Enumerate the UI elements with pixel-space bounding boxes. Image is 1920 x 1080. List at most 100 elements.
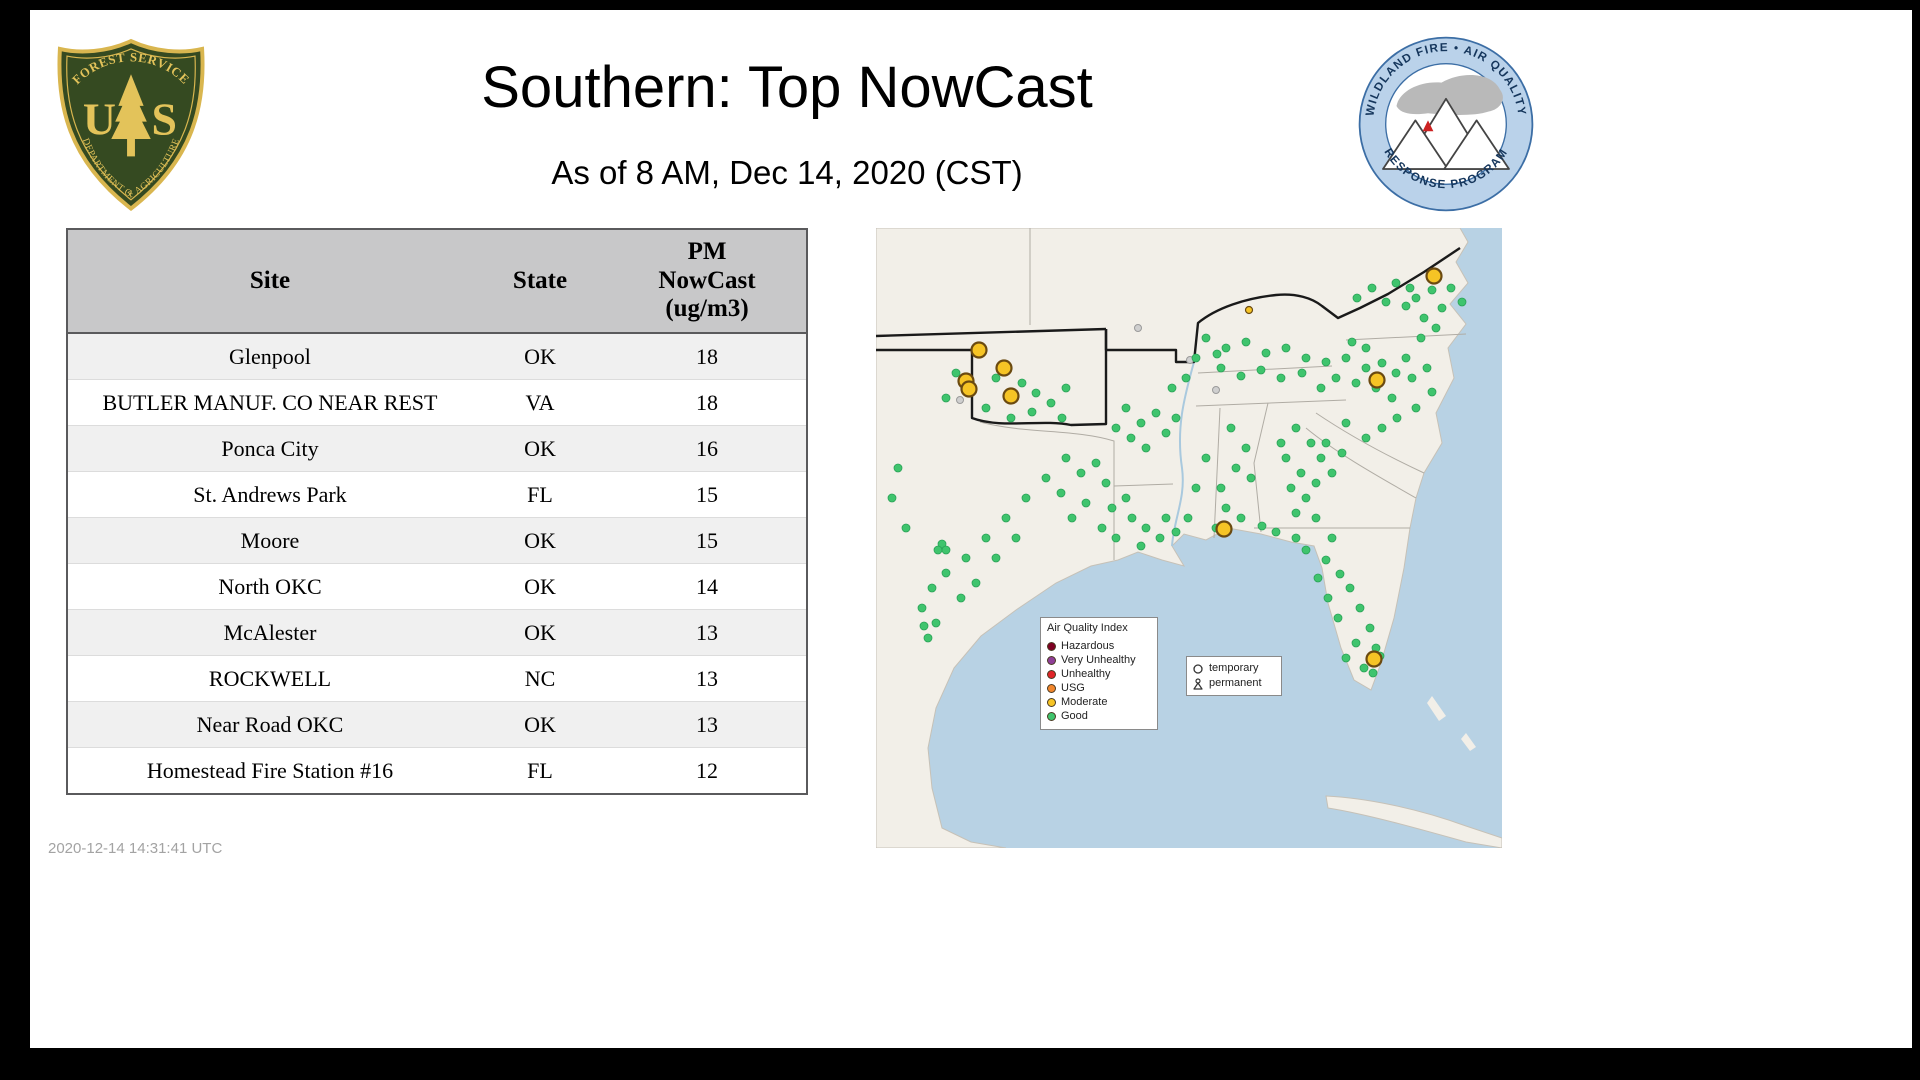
good-monitor-dot <box>941 568 951 578</box>
good-monitor-dot <box>1301 545 1311 555</box>
good-monitor-dot <box>1136 541 1146 551</box>
table-row: St. Andrews Park FL 15 <box>67 471 807 518</box>
good-monitor-dot <box>919 621 929 631</box>
good-monitor-dot <box>1411 403 1421 413</box>
state-cell: OK <box>472 332 608 380</box>
good-monitor-dot <box>931 618 941 628</box>
value-cell: 15 <box>608 471 807 518</box>
good-monitor-dot <box>927 583 937 593</box>
state-cell: FL <box>472 747 608 794</box>
good-monitor-dot <box>1321 357 1331 367</box>
value-cell: 13 <box>608 701 807 748</box>
flame-icon <box>1422 120 1434 132</box>
good-monitor-dot <box>1301 493 1311 503</box>
marker-legend: temporary permanent <box>1186 656 1282 696</box>
good-monitor-dot <box>1361 433 1371 443</box>
good-monitor-dot <box>1427 387 1437 397</box>
good-monitor-dot <box>1001 513 1011 523</box>
state-cell: OK <box>472 517 608 564</box>
value-cell: 18 <box>608 332 807 380</box>
good-monitor-dot <box>1183 513 1193 523</box>
table-row: McAlester OK 13 <box>67 609 807 656</box>
good-monitor-dot <box>961 553 971 563</box>
good-monitor-dot <box>1021 493 1031 503</box>
good-monitor-dot <box>1416 333 1426 343</box>
moderate-monitor-dot <box>1244 305 1254 315</box>
good-monitor-dot <box>1286 483 1296 493</box>
inactive-monitor-dot <box>956 396 964 404</box>
good-monitor-dot <box>971 578 981 588</box>
good-monitor-dot <box>1391 368 1401 378</box>
good-monitor-dot <box>1359 663 1369 673</box>
table-row: Glenpool OK 18 <box>67 332 807 380</box>
good-monitor-dot <box>1141 523 1151 533</box>
page-subtitle: As of 8 AM, Dec 14, 2020 (CST) <box>551 154 1023 191</box>
good-monitor-dot <box>1291 508 1301 518</box>
good-monitor-dot <box>1127 513 1137 523</box>
good-monitor-dot <box>951 368 961 378</box>
legend-label: Hazardous <box>1061 639 1115 652</box>
good-monitor-dot <box>1241 443 1251 453</box>
good-monitor-dot <box>1335 569 1345 579</box>
good-monitor-dot <box>1027 407 1037 417</box>
column-header: PM NowCast (ug/m3) <box>608 229 807 334</box>
aqi-map: Air Quality Index Hazardous Very Unhealth… <box>876 228 1502 848</box>
value-cell: 14 <box>608 563 807 610</box>
good-monitor-dot <box>1216 363 1226 373</box>
inactive-monitor-dot <box>1212 386 1220 394</box>
good-monitor-dot <box>1351 638 1361 648</box>
good-monitor-dot <box>1337 448 1347 458</box>
moderate-monitor-dot-large <box>970 341 988 359</box>
good-monitor-dot <box>893 463 903 473</box>
legend-item: USG <box>1047 681 1151 695</box>
site-cell: ROCKWELL <box>67 655 472 702</box>
temporary-marker-icon <box>1193 663 1203 674</box>
good-monitor-dot <box>901 523 911 533</box>
good-monitor-dot <box>1226 423 1236 433</box>
legend-label: Good <box>1061 709 1088 722</box>
good-monitor-dot <box>1422 363 1432 373</box>
good-monitor-dot <box>1216 483 1226 493</box>
good-monitor-dot <box>1321 438 1331 448</box>
state-cell: OK <box>472 609 608 656</box>
good-monitor-dot <box>1381 297 1391 307</box>
moderate-monitor-dot-large <box>960 380 978 398</box>
good-monitor-dot <box>1221 343 1231 353</box>
pine-tree-icon <box>111 74 151 157</box>
good-monitor-dot <box>1181 373 1191 383</box>
good-monitor-dot <box>1276 373 1286 383</box>
good-monitor-dot <box>1151 408 1161 418</box>
legend-item: Very Unhealthy <box>1047 653 1151 667</box>
permanent-marker-icon <box>1193 677 1203 690</box>
good-monitor-dot <box>937 539 947 549</box>
good-monitor-dot <box>1301 353 1311 363</box>
good-monitor-dot <box>1341 353 1351 363</box>
good-monitor-dot <box>1246 473 1256 483</box>
good-monitor-dot <box>1006 413 1016 423</box>
site-cell: McAlester <box>67 609 472 656</box>
forest-service-logo: FOREST SERVICE DEPARTMENT OF AGRICULTURE… <box>57 38 205 212</box>
table-row: Near Road OKC OK 13 <box>67 701 807 748</box>
legend-swatch-icon <box>1047 641 1056 651</box>
moderate-monitor-dot-large <box>1215 520 1233 538</box>
good-monitor-dot <box>1076 468 1086 478</box>
good-monitor-dot <box>1257 521 1267 531</box>
slide: FOREST SERVICE DEPARTMENT OF AGRICULTURE… <box>30 10 1912 1048</box>
good-monitor-dot <box>933 545 943 555</box>
good-monitor-dot <box>1061 383 1071 393</box>
smoke-cloud-icon <box>1396 75 1503 115</box>
good-monitor-dot <box>941 545 951 555</box>
legend-swatch-icon <box>1047 669 1056 679</box>
good-monitor-dot <box>1446 283 1456 293</box>
aqi-legend-items: Hazardous Very Unhealthy Unhealthy USG Moder… <box>1047 639 1151 723</box>
good-monitor-dot <box>1316 383 1326 393</box>
good-monitor-dot <box>1057 413 1067 423</box>
good-monitor-dot <box>1321 555 1331 565</box>
temporary-marker-label: temporary <box>1209 662 1259 674</box>
good-monitor-dot <box>887 493 897 503</box>
table-row: Homestead Fire Station #16 FL 12 <box>67 747 807 794</box>
good-monitor-dot <box>981 533 991 543</box>
state-cell: OK <box>472 425 608 472</box>
good-monitor-dot <box>1311 513 1321 523</box>
